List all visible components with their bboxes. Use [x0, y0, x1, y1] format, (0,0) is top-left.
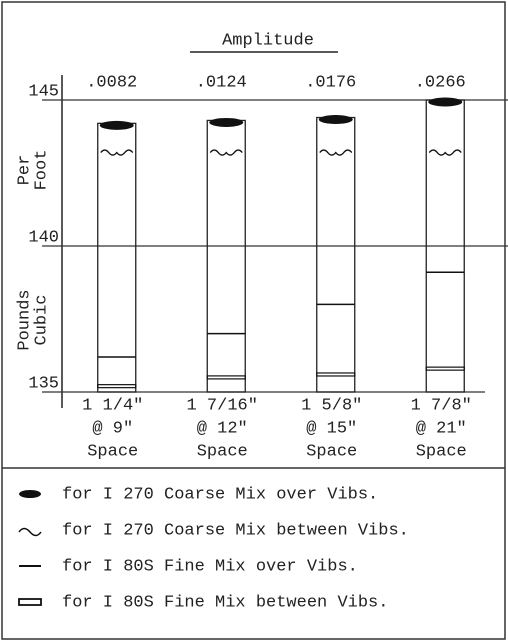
amplitude-label: .0082	[86, 73, 137, 92]
amplitude-label: .0124	[196, 73, 247, 92]
coarse-between-mark	[100, 149, 134, 156]
x-tick-label: @ 15"	[306, 419, 357, 438]
x-tick-label: 1 7/8"	[411, 396, 472, 415]
coarse-over-mark	[99, 120, 134, 130]
y-axis-label: Pounds	[15, 289, 34, 350]
legend-label: for I 270 Coarse Mix between Vibs.	[62, 521, 409, 540]
legend-label: for I 80S Fine Mix between Vibs.	[62, 593, 388, 612]
x-tick-label: @ 9"	[92, 419, 133, 438]
cylinder	[206, 119, 246, 393]
legend-label: for I 80S Fine Mix over Vibs.	[62, 557, 358, 576]
amplitude-label: .0266	[415, 73, 466, 92]
x-tick-label: 1 5/8"	[301, 396, 362, 415]
x-tick-label: @ 12"	[197, 419, 248, 438]
legend-symbol	[19, 490, 41, 498]
coarse-over-mark	[209, 117, 244, 127]
y-tick-label: 140	[28, 228, 59, 247]
x-tick-label: @ 21"	[416, 419, 467, 438]
x-tick-label: 1 7/16"	[187, 396, 258, 415]
fine-between-mark	[206, 375, 246, 380]
cylinder	[316, 116, 356, 393]
fine-between-mark	[97, 384, 137, 389]
coarse-between-mark	[319, 149, 353, 156]
y-tick-label: 145	[28, 82, 59, 101]
x-tick-label: Space	[197, 442, 248, 461]
x-tick-label: Space	[416, 442, 467, 461]
legend-label: for I 270 Coarse Mix over Vibs.	[62, 485, 378, 504]
y-axis-label: Foot	[32, 150, 51, 191]
x-tick-label: Space	[87, 442, 138, 461]
x-tick-label: Space	[306, 442, 357, 461]
amplitude-label: .0176	[305, 73, 356, 92]
fine-between-mark	[316, 372, 356, 377]
coarse-between-mark	[428, 149, 462, 156]
y-axis-label: Per	[15, 155, 34, 186]
coarse-over-mark	[428, 97, 463, 107]
legend-symbol	[18, 527, 42, 537]
y-axis-label: Cubic	[32, 294, 51, 345]
fine-between-mark	[425, 366, 465, 371]
y-tick-label: 135	[28, 374, 59, 393]
chart-title: Amplitude	[222, 31, 314, 50]
cylinder	[97, 122, 137, 393]
x-tick-label: 1 1/4"	[82, 396, 143, 415]
legend-symbol	[18, 598, 42, 606]
coarse-over-mark	[318, 115, 353, 125]
coarse-between-mark	[209, 149, 243, 156]
